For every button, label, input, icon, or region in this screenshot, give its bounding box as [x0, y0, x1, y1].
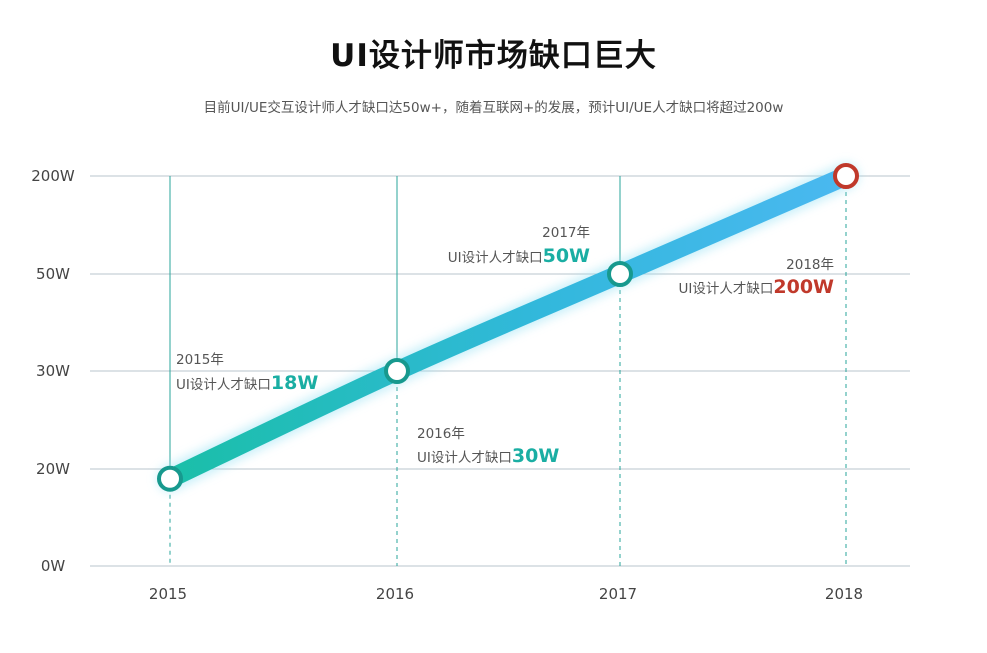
data-point	[384, 358, 410, 384]
series-line	[160, 166, 856, 489]
y-tick-label: 0W	[41, 557, 66, 575]
series-layer	[157, 163, 859, 492]
annotation-label: UI设计人才缺口50W	[448, 245, 590, 267]
annotation-label: UI设计人才缺口30W	[417, 445, 559, 467]
x-tick-label: 2015	[149, 585, 187, 603]
annotation-value: 30W	[512, 445, 559, 467]
x-tick-label: 2016	[376, 585, 414, 603]
annotation-value: 200W	[773, 276, 834, 298]
annotation-year: 2018年	[786, 257, 834, 273]
x-tick-label: 2017	[599, 585, 637, 603]
page-title: UI设计师市场缺口巨大	[330, 38, 657, 74]
annotation-text: UI设计人才缺口	[417, 450, 512, 466]
annotation-year: 2016年	[417, 426, 465, 442]
annotation-label: UI设计人才缺口200W	[679, 276, 835, 298]
y-tick-label: 20W	[36, 460, 70, 478]
page-subtitle: 目前UI/UE交互设计师人才缺口达50w+，随着互联网+的发展，预计UI/UE人…	[203, 100, 784, 116]
data-point	[607, 261, 633, 287]
annotation-year: 2017年	[542, 225, 590, 241]
y-tick-label: 30W	[36, 362, 70, 380]
x-tick-label: 2018	[825, 585, 863, 603]
annotation-2017: 2017年 UI设计人才缺口50W	[448, 225, 590, 267]
annotation-text: UI设计人才缺口	[679, 281, 774, 297]
y-tick-label: 200W	[31, 167, 75, 185]
annotation-label: UI设计人才缺口18W	[176, 372, 318, 394]
annotation-layer: 2015年UI设计人才缺口18W2016年UI设计人才缺口30W2017年UI设…	[176, 225, 834, 467]
y-tick-label: 50W	[36, 265, 70, 283]
annotation-2015: 2015年 UI设计人才缺口18W	[176, 352, 318, 394]
point-layer	[157, 163, 859, 492]
axis-layer: 0W 20W 30W 50W 200W 2015 2016 2017 2018	[31, 167, 863, 603]
annotation-value: 18W	[271, 372, 318, 394]
annotation-value: 50W	[543, 245, 590, 267]
grid-layer	[90, 175, 910, 567]
annotation-text: UI设计人才缺口	[176, 377, 271, 393]
annotation-2016: 2016年 UI设计人才缺口30W	[417, 426, 559, 467]
data-point	[157, 465, 183, 492]
annotation-year: 2015年	[176, 352, 224, 368]
data-point	[833, 163, 859, 189]
annotation-text: UI设计人才缺口	[448, 250, 543, 266]
annotation-2018: 2018年 UI设计人才缺口200W	[679, 257, 835, 298]
